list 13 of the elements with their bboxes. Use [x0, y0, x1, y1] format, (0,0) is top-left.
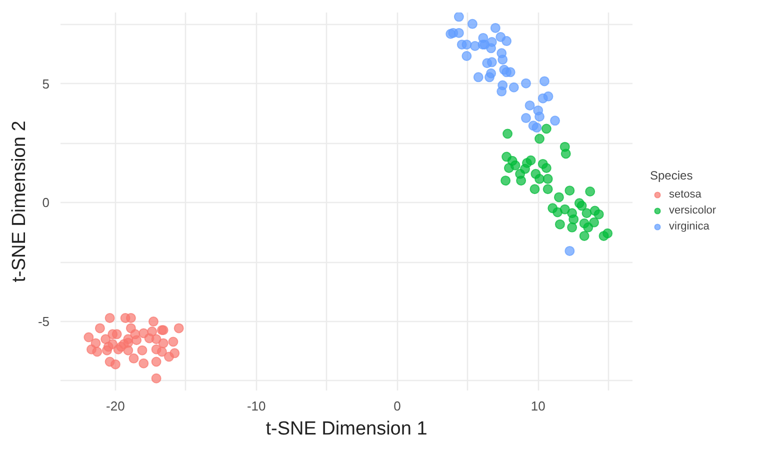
y-tick-label: 5	[42, 76, 50, 92]
y-axis-title: t-SNE Dimension 2	[8, 120, 30, 282]
legend-label: virginica	[669, 220, 710, 232]
legend-label: setosa	[669, 188, 702, 200]
y-tick-label: 0	[42, 195, 50, 210]
y-tick-label: -5	[38, 314, 50, 330]
x-axis-title: t-SNE Dimension 1	[266, 418, 428, 440]
x-tick-label: -20	[106, 398, 125, 414]
x-tick-label: 0	[394, 398, 401, 414]
x-tick-label: 10	[530, 398, 546, 414]
legend-title: Species	[650, 168, 694, 182]
legend-label: versicolor	[669, 204, 716, 216]
x-tick-label: -10	[246, 398, 266, 414]
